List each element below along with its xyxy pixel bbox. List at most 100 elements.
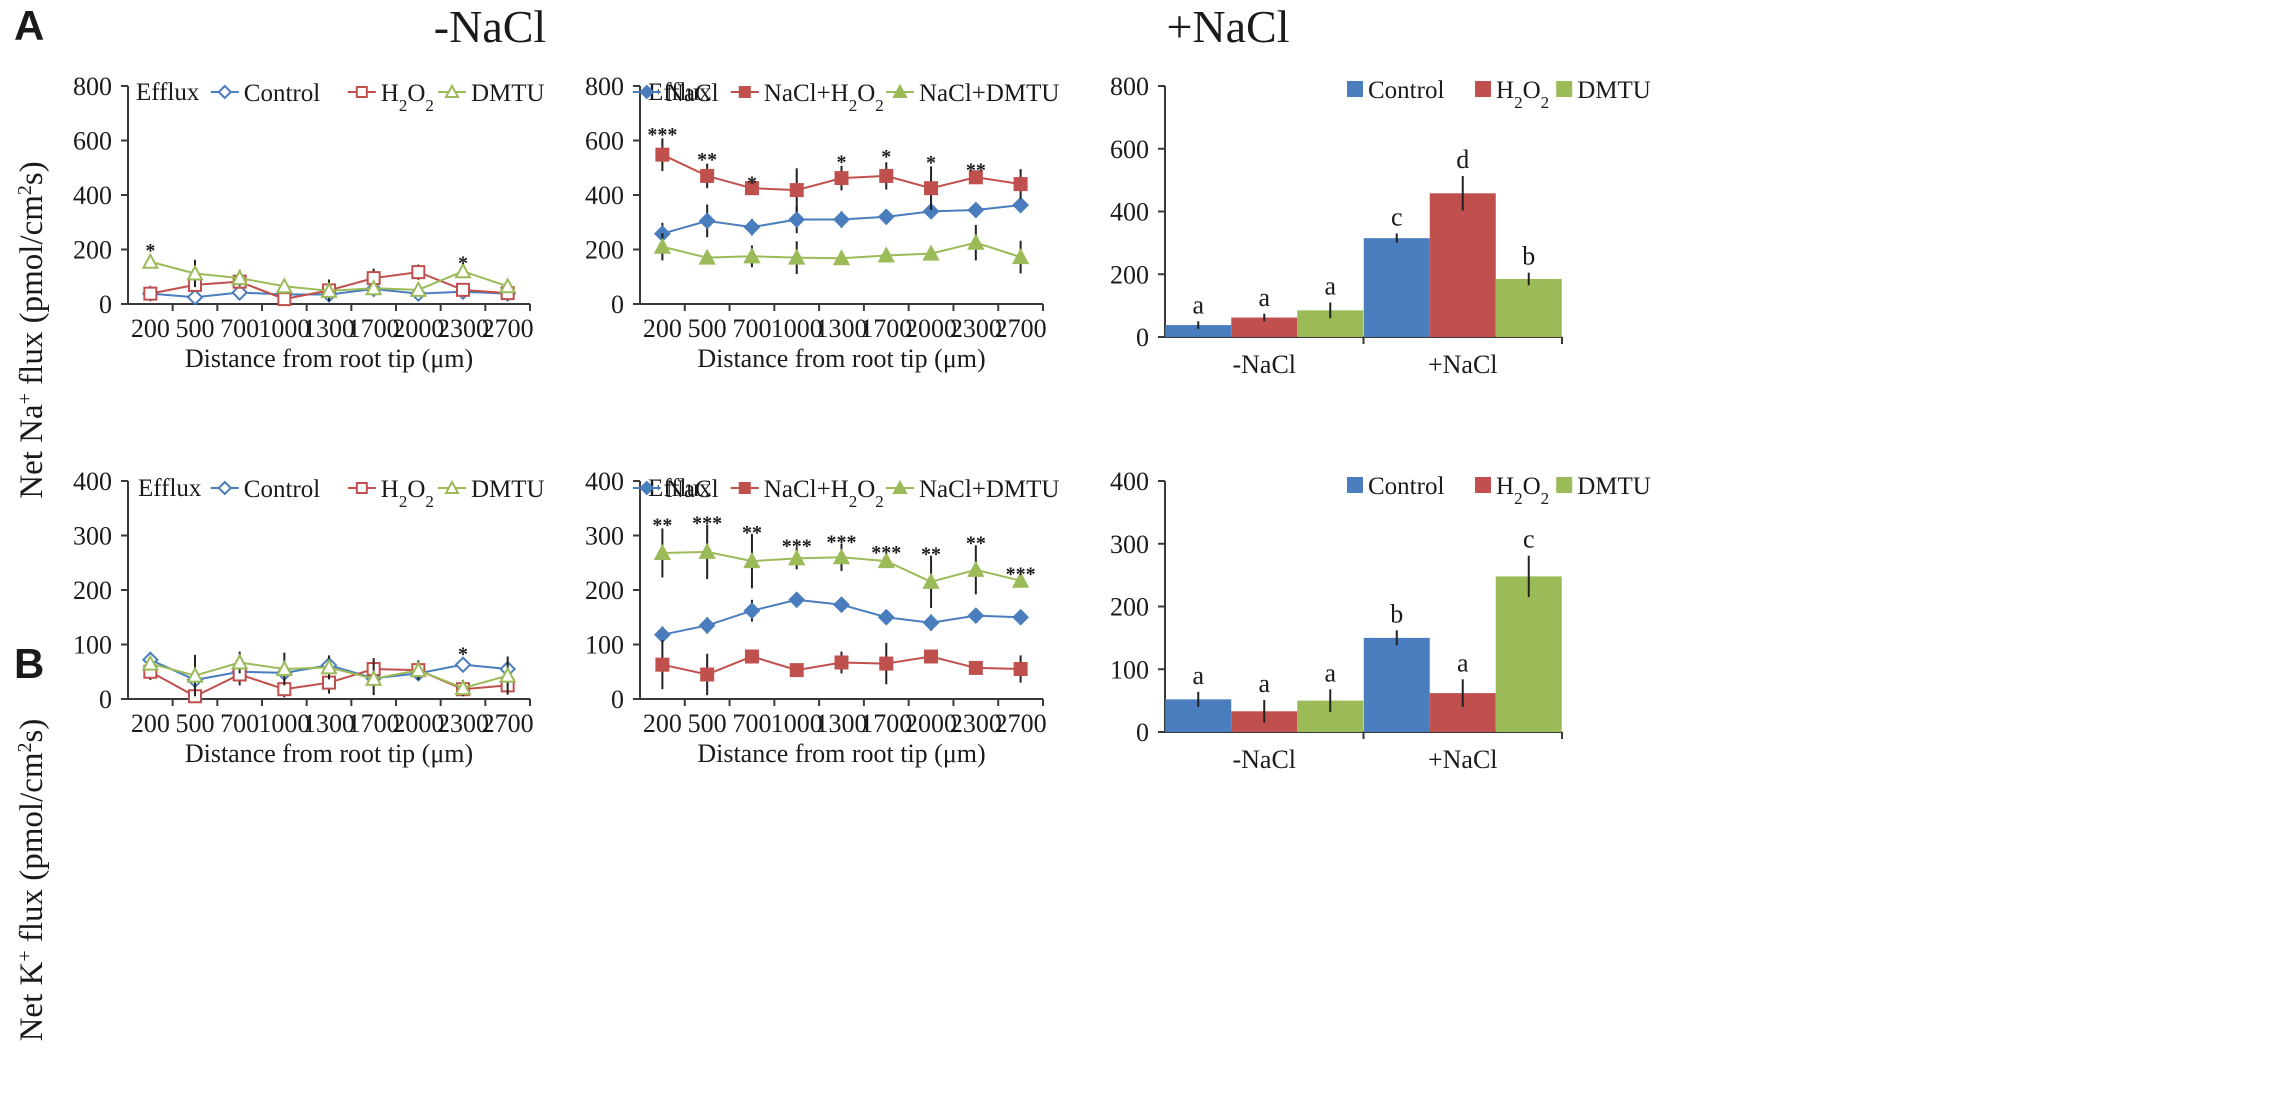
legend-label: NaCl+DMTU xyxy=(919,476,1059,503)
data-point xyxy=(924,649,939,664)
legend-label: NaCl+DMTU xyxy=(919,80,1059,107)
data-point xyxy=(788,211,806,228)
x-tick-label: 2300 xyxy=(437,314,489,343)
column-header-minus-nacl: -NaCl xyxy=(434,1,546,52)
legend: Control H2O2 DMTU xyxy=(1347,77,1651,112)
legend: Control H2O2 DMTU xyxy=(1347,473,1651,508)
x-tick-label: 1000 xyxy=(258,709,310,738)
significance-mark: * xyxy=(837,151,847,173)
significance-letter: c xyxy=(1523,525,1535,554)
legend-label: DMTU xyxy=(1577,77,1651,104)
data-point xyxy=(698,212,716,230)
y-axis-label-b: Net K+ flux (pmol/cm2s) xyxy=(14,719,50,1042)
legend-label: NaCl+H2O2 xyxy=(764,476,884,511)
efflux-note: Efflux xyxy=(138,475,202,502)
series-dmtu xyxy=(141,252,517,298)
x-tick-label: 500 xyxy=(176,314,215,343)
data-point xyxy=(743,218,761,236)
legend-label: DMTU xyxy=(471,476,545,503)
data-point xyxy=(409,280,428,297)
legend-label: Control xyxy=(1368,473,1444,500)
y-tick-label: 300 xyxy=(73,522,112,551)
x-tick-label: 1300 xyxy=(816,709,868,738)
data-point xyxy=(653,237,672,254)
x-tick-label: 2000 xyxy=(905,709,957,738)
data-point xyxy=(832,548,851,565)
legend-label: DMTU xyxy=(471,80,545,107)
significance-letter: a xyxy=(1324,271,1336,300)
x-tick-label: 2700 xyxy=(482,314,534,343)
legend: Control H2O2 DMTU xyxy=(210,476,545,511)
data-point xyxy=(1012,608,1030,626)
efflux-note: Efflux xyxy=(136,79,200,106)
data-point xyxy=(789,663,804,678)
data-point xyxy=(743,602,761,620)
legend-swatch xyxy=(1347,81,1363,97)
data-point xyxy=(275,659,294,677)
data-point xyxy=(789,183,804,198)
data-point xyxy=(277,292,292,307)
data-point xyxy=(744,181,759,196)
data-point xyxy=(364,669,383,686)
data-point xyxy=(230,269,249,286)
data-point xyxy=(186,666,204,683)
y-tick-label: 800 xyxy=(1110,72,1149,101)
bar xyxy=(1495,576,1562,732)
x-tick-label: 2000 xyxy=(905,314,957,343)
bar xyxy=(1495,278,1562,337)
x-tick-label: 500 xyxy=(688,709,727,738)
data-point xyxy=(877,246,895,263)
legend-swatch xyxy=(1475,477,1491,493)
y-tick-label: 300 xyxy=(585,522,624,551)
y-tick-label: 600 xyxy=(73,127,112,156)
significance-mark: ** xyxy=(697,149,717,171)
data-point xyxy=(698,542,716,559)
y-tick-label: 400 xyxy=(73,181,112,210)
y-tick-label: 200 xyxy=(1110,260,1149,289)
significance-mark: *** xyxy=(782,535,812,557)
data-point xyxy=(320,658,338,675)
x-tick-label: 1300 xyxy=(303,709,355,738)
data-point xyxy=(788,591,806,609)
data-point xyxy=(877,208,895,226)
data-point xyxy=(832,249,851,266)
data-point xyxy=(409,661,428,678)
significance-mark: ** xyxy=(921,544,941,566)
significance-mark: *** xyxy=(827,532,857,554)
x-tick-label: 1700 xyxy=(348,314,400,343)
significance-letter: a xyxy=(1258,669,1270,698)
legend-marker xyxy=(738,482,751,494)
y-tick-label: 0 xyxy=(1136,718,1149,747)
legend-label: H2O2 xyxy=(1496,473,1549,508)
x-tick-label: 700 xyxy=(732,709,771,738)
data-point xyxy=(834,171,849,186)
y-tick-label: 200 xyxy=(1110,593,1149,622)
x-tick-label: 1700 xyxy=(860,314,912,343)
data-point xyxy=(834,655,849,670)
x-tick-label: +NaCl xyxy=(1428,745,1498,774)
y-tick-label: 100 xyxy=(585,631,624,660)
data-point xyxy=(922,202,940,220)
x-tick-label: 500 xyxy=(688,314,727,343)
y-tick-label: 600 xyxy=(585,127,624,156)
legend-marker xyxy=(444,83,460,98)
significance-mark: * xyxy=(926,152,936,174)
data-point xyxy=(833,211,850,228)
data-point xyxy=(655,147,670,162)
x-tick-label: 2300 xyxy=(950,709,1002,738)
data-point xyxy=(141,252,160,269)
bar xyxy=(1231,317,1298,337)
y-tick-label: 100 xyxy=(1110,655,1149,684)
x-tick-label: 1300 xyxy=(816,314,868,343)
legend-swatch xyxy=(1556,81,1573,97)
x-tick-label: 200 xyxy=(643,709,682,738)
legend-label: DMTU xyxy=(1577,473,1651,500)
y-tick-label: 400 xyxy=(73,467,112,496)
significance-letter: a xyxy=(1192,290,1204,319)
x-axis-label: Distance from root tip (μm) xyxy=(697,344,985,373)
significance-letter: c xyxy=(1391,202,1403,231)
data-point xyxy=(456,282,470,297)
x-axis-label: Distance from root tip (μm) xyxy=(185,739,473,768)
